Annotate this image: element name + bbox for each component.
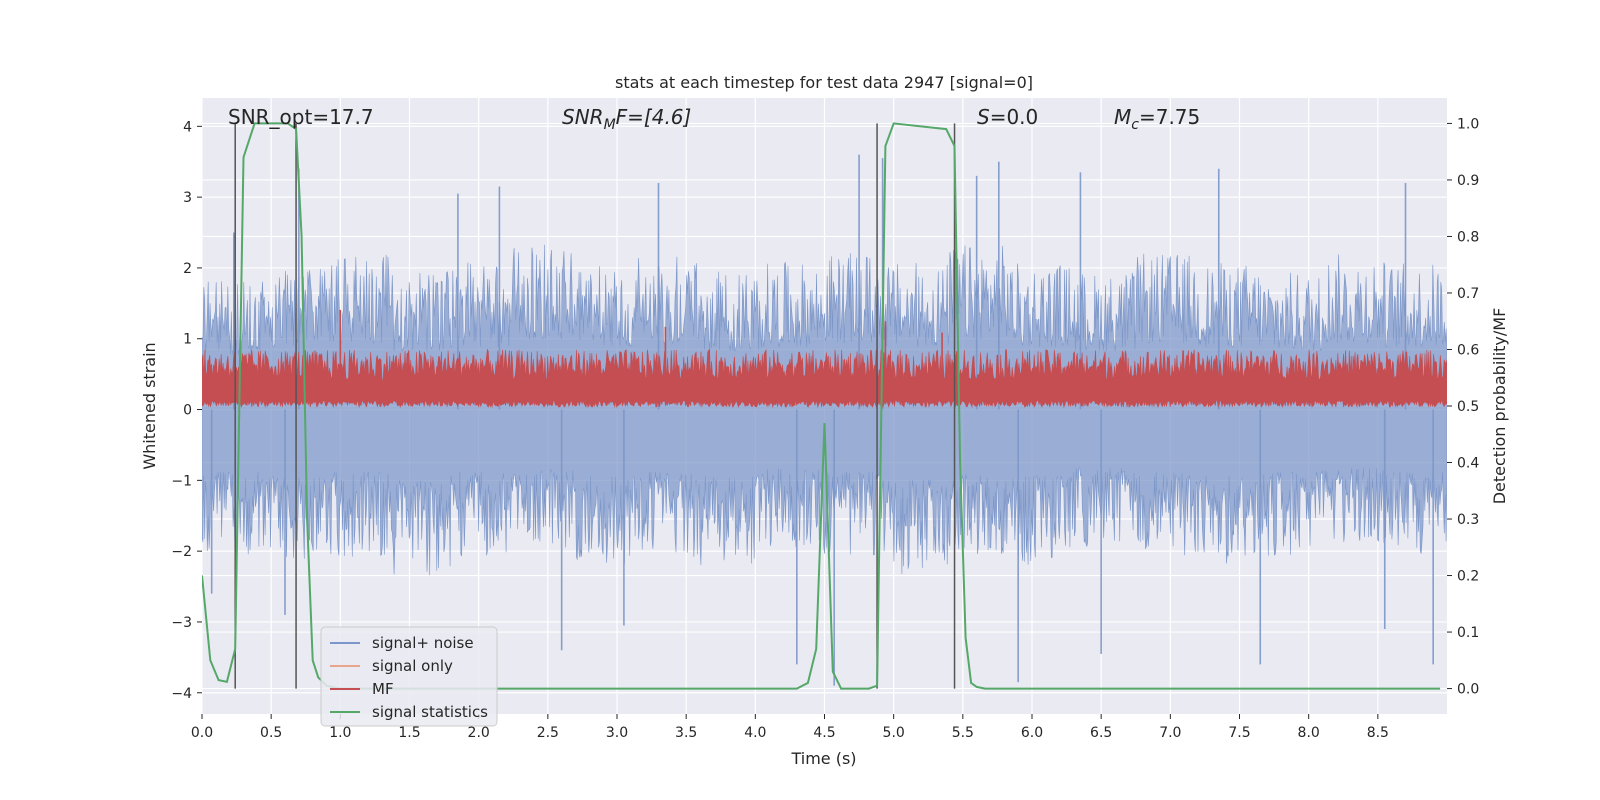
left-y-tick-label: 4 [183, 119, 192, 135]
x-tick-label: 1.5 [398, 725, 420, 741]
right-y-tick-label: 0.2 [1457, 569, 1479, 585]
snr-mf-symbol: SNR [562, 105, 604, 129]
right-y-tick-label: 1.0 [1457, 116, 1479, 132]
s-value: =0.0 [990, 105, 1039, 129]
x-axis-label: Time (s) [790, 749, 856, 768]
left-y-tick-label: 1 [183, 332, 192, 348]
right-y-axis-label: Detection probability/MF [1490, 308, 1509, 505]
right-y-tick-label: 0.5 [1457, 399, 1479, 415]
mc-symbol: M [1114, 105, 1131, 129]
x-tick-label: 0.5 [260, 725, 282, 741]
s-symbol: S [977, 105, 990, 129]
x-tick-label: 7.0 [1159, 725, 1181, 741]
left-y-axis-label: Whitened strain [140, 342, 159, 469]
legend-label: signal statistics [372, 703, 488, 721]
x-tick-label: 4.0 [744, 725, 766, 741]
left-y-tick-label: −3 [171, 615, 192, 631]
legend-label: signal only [372, 657, 453, 675]
left-y-tick-label: 3 [183, 190, 192, 206]
right-y-tick-label: 0.0 [1457, 682, 1479, 698]
x-axis-ticks: 0.0 0.5 1.0 1.5 2.0 2.5 3.0 3.5 4.0 4.5 5.0 5.5 6.0 6… [191, 714, 1389, 741]
right-y-tick-label: 0.7 [1457, 286, 1479, 302]
left-y-tick-label: −1 [171, 473, 192, 489]
snr-mf-subscript: M [604, 117, 616, 133]
x-tick-label: 2.0 [468, 725, 490, 741]
signal-noise-area [202, 244, 1447, 576]
signal-noise-band [202, 154, 1447, 686]
signal-statistics-line [202, 122, 1441, 690]
right-y-tick-label: 0.3 [1457, 512, 1479, 528]
x-tick-label: 0.0 [191, 725, 213, 741]
legend: signal+ noise signal only MF signal statist… [320, 626, 498, 727]
x-tick-label: 7.5 [1228, 725, 1250, 741]
legend-label: signal+ noise [372, 634, 474, 652]
x-tick-label: 6.0 [1021, 725, 1043, 741]
x-tick-label: 5.5 [952, 725, 974, 741]
mf-band [202, 309, 1447, 409]
snr-mf-value: F=[4.6] [616, 105, 692, 129]
left-y-tick-label: −2 [171, 544, 192, 560]
mc-subscript: c [1131, 117, 1139, 133]
annotation-s: S=0.0 [977, 105, 1038, 129]
x-tick-label: 4.5 [813, 725, 835, 741]
left-y-tick-label: 2 [183, 261, 192, 277]
left-y-axis-ticks: −4 −3 −2 −1 0 1 2 3 4 [171, 119, 202, 702]
x-tick-label: 8.5 [1367, 725, 1389, 741]
x-tick-label: 8.0 [1298, 725, 1320, 741]
x-tick-label: 3.0 [606, 725, 628, 741]
chart-title: stats at each timestep for test data 294… [615, 73, 1033, 92]
right-y-tick-label: 0.8 [1457, 229, 1479, 245]
right-y-tick-label: 0.1 [1457, 625, 1479, 641]
annotation-snr-mf: SNRMF=[4.6] [562, 105, 691, 133]
legend-frame [320, 626, 498, 727]
signal-statistics-series [202, 122, 1441, 690]
right-y-tick-label: 0.6 [1457, 342, 1479, 358]
left-y-tick-label: 0 [183, 403, 192, 419]
right-y-axis-ticks: 0.0 0.1 0.2 0.3 0.4 0.5 0.6 0.7 0.8 0.9 1.0 [1447, 116, 1479, 698]
x-tick-label: 2.5 [537, 725, 559, 741]
right-y-tick-label: 0.4 [1457, 456, 1479, 472]
x-tick-label: 1.0 [329, 725, 351, 741]
x-tick-label: 6.5 [1090, 725, 1112, 741]
left-y-tick-label: −4 [171, 686, 192, 702]
x-tick-label: 3.5 [675, 725, 697, 741]
mc-value: =7.75 [1139, 105, 1200, 129]
annotation-snr-opt: SNR_opt=17.7 [228, 105, 374, 129]
right-y-tick-label: 0.9 [1457, 173, 1479, 189]
legend-label: MF [372, 680, 394, 698]
x-tick-label: 5.0 [883, 725, 905, 741]
annotation-mc: Mc=7.75 [1114, 105, 1200, 133]
legend-items: signal+ noise signal only MF signal statist… [330, 634, 488, 721]
mf-area [202, 348, 1447, 409]
